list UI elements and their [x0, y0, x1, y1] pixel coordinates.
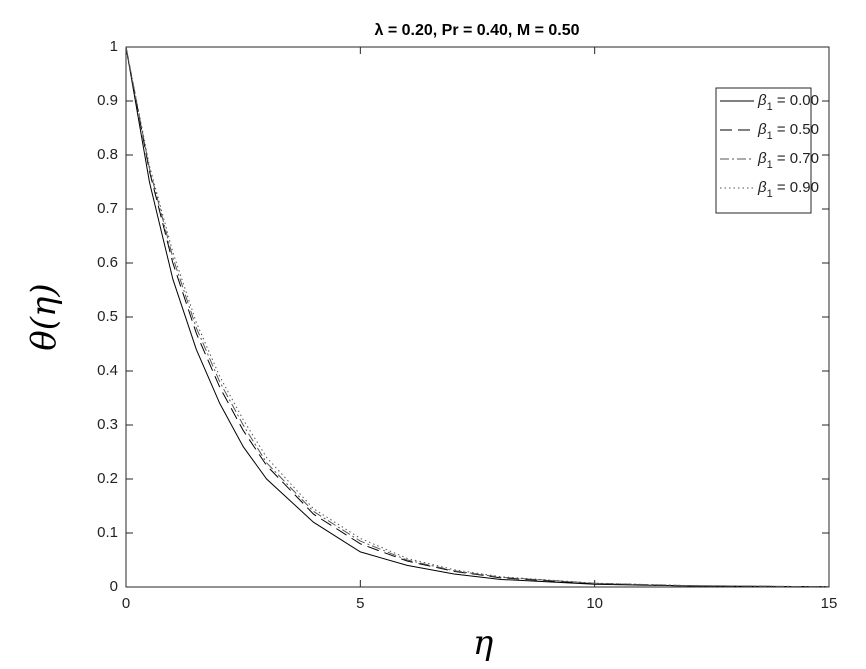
- y-tick-label: 0.7: [97, 200, 118, 217]
- x-tick-label: 5: [356, 595, 364, 612]
- y-tick-label: 1: [110, 38, 118, 55]
- y-tick-label: 0.2: [97, 470, 118, 487]
- legend-label: β1 = 0.90: [757, 179, 819, 200]
- series-line: [125, 46, 830, 588]
- x-tick-label: 10: [586, 595, 603, 612]
- y-axis-label: θ(η): [24, 283, 64, 350]
- x-tick-label: 0: [122, 595, 130, 612]
- legend-label: β1 = 0.00: [757, 92, 819, 113]
- x-tick-label: 15: [821, 595, 838, 612]
- y-tick-label: 0.1: [97, 524, 118, 541]
- y-tick-label: 0.5: [97, 308, 118, 325]
- series-line: [125, 46, 830, 588]
- chart-title: λ = 0.20, Pr = 0.40, M = 0.50: [374, 22, 579, 39]
- legend-box: [715, 87, 812, 214]
- y-tick-label: 0.6: [97, 254, 118, 271]
- legend-label: β1 = 0.50: [757, 121, 819, 142]
- series-line: [125, 46, 830, 588]
- y-tick-label: 0: [110, 578, 118, 595]
- y-tick-label: 0.8: [97, 146, 118, 163]
- y-tick-label: 0.9: [97, 92, 118, 109]
- legend-label: β1 = 0.70: [757, 150, 819, 171]
- y-tick-label: 0.4: [97, 362, 118, 379]
- x-axis-label: η: [473, 623, 494, 663]
- series-line: [125, 46, 830, 588]
- y-tick-label: 0.3: [97, 416, 118, 433]
